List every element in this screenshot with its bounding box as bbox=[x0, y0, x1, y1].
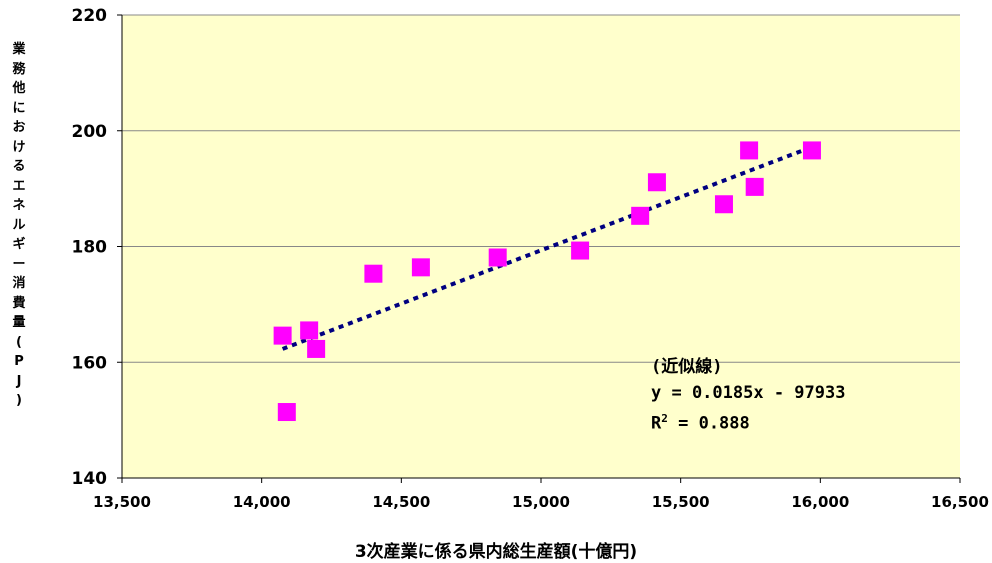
y-axis-label-char: ギ bbox=[12, 237, 26, 252]
data-point bbox=[714, 195, 733, 214]
annotation-r-squared: R2 = 0.888 bbox=[651, 412, 750, 434]
y-axis-label-char: ル bbox=[12, 217, 26, 233]
y-axis-label-char: ) bbox=[16, 393, 22, 408]
y-axis-label-char: に bbox=[12, 100, 26, 116]
annotation-equation: y = 0.0185x - 97933 bbox=[651, 383, 846, 403]
data-point bbox=[364, 264, 383, 283]
data-point bbox=[745, 177, 764, 196]
gridlines bbox=[117, 14, 960, 479]
x-tick-label: 15,500 bbox=[652, 493, 710, 511]
x-tick-label: 14,500 bbox=[372, 493, 430, 511]
y-axis-label: 業務他におけるエネルギー消費量 ( P J) bbox=[8, 40, 30, 411]
y-axis-label-char: 費 bbox=[12, 295, 26, 311]
y-axis-label-char: ネ bbox=[12, 198, 26, 213]
y-axis-label-char: 務 bbox=[12, 61, 26, 77]
trendline-path bbox=[281, 145, 813, 351]
trendline bbox=[281, 145, 813, 351]
axes bbox=[121, 15, 961, 483]
x-tick-labels: 13,500 14,000 14,500 15,000 15,500 16,000 16,5… bbox=[93, 493, 989, 511]
y-tick-label: 160 bbox=[72, 353, 108, 373]
data-point bbox=[277, 403, 296, 422]
y-axis-label-char: J bbox=[16, 373, 22, 389]
y-axis-label-char: エ bbox=[12, 178, 26, 194]
y-tick-label: 140 bbox=[72, 469, 108, 489]
data-point bbox=[647, 173, 666, 192]
y-tick-label: 220 bbox=[72, 6, 108, 26]
y-axis-label-char: 量 bbox=[12, 315, 26, 330]
data-point bbox=[631, 206, 650, 225]
y-axis-label-char: る bbox=[12, 159, 26, 174]
y-axis-label-char: P bbox=[14, 354, 24, 369]
data-point bbox=[307, 339, 326, 358]
y-tick-label: 180 bbox=[72, 238, 108, 258]
x-axis-label: 3次産業に係る県内総生産額(十億円) bbox=[354, 542, 638, 562]
x-tick-label: 14,000 bbox=[233, 493, 291, 511]
data-point bbox=[273, 326, 292, 345]
x-tick-label: 15,000 bbox=[512, 493, 570, 511]
data-points bbox=[273, 141, 821, 422]
data-point bbox=[740, 141, 759, 160]
y-axis-label-char: け bbox=[12, 139, 26, 155]
y-axis-label-char: 消 bbox=[12, 276, 26, 291]
data-point bbox=[300, 321, 319, 340]
data-point bbox=[411, 258, 430, 277]
trendline-annotation: (近似線) y = 0.0185x - 97933 R2 = 0.888 bbox=[651, 354, 845, 437]
annotation-line-1: (近似線) bbox=[651, 357, 723, 377]
y-axis-label-char: 他 bbox=[12, 81, 26, 96]
y-tick-labels: 140 160 180 200 220 bbox=[72, 6, 108, 489]
x-tick-label: 16,500 bbox=[931, 493, 989, 511]
data-point bbox=[488, 248, 507, 267]
x-tick-label: 13,500 bbox=[93, 493, 151, 511]
data-point bbox=[802, 141, 821, 160]
y-axis-label-char: 業 bbox=[12, 42, 26, 57]
y-axis-label-char: ( bbox=[16, 334, 22, 350]
y-axis-label-char: お bbox=[12, 120, 26, 135]
data-point bbox=[571, 241, 590, 260]
x-tick-label: 16,000 bbox=[791, 493, 849, 511]
y-axis-label-char: ー bbox=[12, 256, 26, 272]
y-tick-label: 200 bbox=[72, 122, 108, 142]
